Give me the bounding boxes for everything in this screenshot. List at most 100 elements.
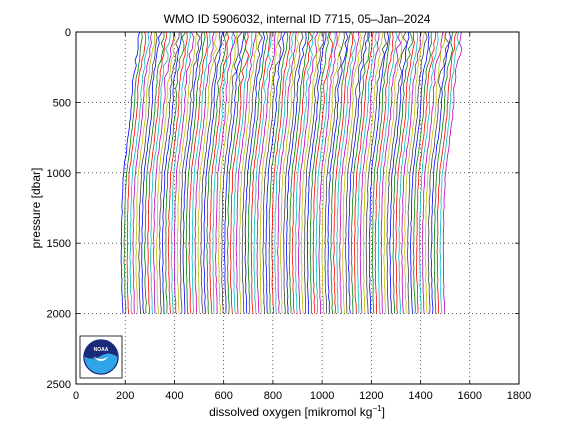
oxygen-profile (404, 31, 425, 314)
oxygen-profile (339, 31, 360, 314)
oxygen-profile (179, 31, 201, 314)
x-axis-label: dissolved oxygen [mikromol kg−1] (209, 404, 385, 419)
oxygen-profile (144, 31, 165, 314)
oxygen-profile (348, 31, 370, 314)
oxygen-profile (238, 31, 261, 314)
x-tick-label: 1800 (507, 390, 531, 402)
oxygen-profile (291, 31, 314, 314)
oxygen-profile (315, 31, 336, 314)
plot-area: 0 200 400 600 800 1000 1200 1400 1600 1800 0 500 10… (47, 27, 532, 402)
x-tick-label: 400 (165, 390, 183, 402)
oxygen-profile (427, 31, 450, 314)
oxygen-profile (153, 31, 175, 314)
oxygen-profile (377, 31, 398, 314)
oxygen-profile (380, 31, 402, 314)
oxygen-profile (274, 31, 295, 314)
oxygen-profile (371, 32, 391, 314)
oxygen-profile (253, 31, 272, 314)
oxygen-profile (295, 31, 315, 314)
oxygen-profile (303, 31, 325, 314)
x-tick-label: 1200 (359, 390, 383, 402)
oxygen-profile (268, 31, 289, 314)
oxygen-profile (330, 31, 351, 314)
oxygen-profile (271, 31, 291, 314)
x-tick-labels: 0 200 400 600 800 1000 1200 1400 1600 1800 (73, 390, 531, 402)
oxygen-profile (209, 31, 230, 314)
oxygen-profile (173, 31, 195, 314)
oxygen-profile (224, 31, 245, 314)
oxygen-profile (206, 31, 228, 314)
oxygen-profile (256, 31, 276, 314)
oxygen-profile (297, 31, 319, 314)
oxygen-profile (283, 31, 304, 314)
oxygen-profile (159, 31, 180, 314)
oxygen-profile (327, 31, 349, 314)
oxygen-profile (336, 31, 357, 314)
oxygen-profile (132, 31, 153, 314)
oxygen-profile (374, 31, 394, 314)
oxygen-profile (182, 31, 203, 314)
oxygen-profile (365, 31, 387, 314)
oxygen-profile (368, 31, 390, 314)
oxygen-profile (259, 31, 280, 314)
oxygen-profile (197, 31, 218, 314)
oxygen-profile (309, 31, 330, 314)
oxygen-profile (442, 31, 463, 314)
oxygen-profile (389, 31, 410, 314)
y-tick-labels: 0 500 1000 1500 2000 2500 (47, 27, 71, 391)
y-tick-label: 2500 (47, 379, 71, 391)
x-tick-label: 800 (264, 390, 282, 402)
oxygen-profile (318, 31, 338, 314)
oxygen-profile (354, 31, 374, 314)
oxygen-profile (129, 31, 150, 314)
x-tick-label: 1600 (458, 390, 482, 402)
oxygen-profile (286, 31, 307, 314)
y-axis-label: pressure [dbar] (29, 168, 43, 249)
oxygen-profile (407, 31, 428, 314)
oxygen-profile (356, 31, 377, 314)
oxygen-profile (235, 31, 257, 314)
profiles (120, 31, 463, 314)
logo-gull-icon (93, 356, 109, 361)
y-tick-label: 1500 (47, 238, 71, 250)
oxygen-profile (413, 31, 432, 314)
oxygen-profile (244, 31, 266, 314)
y-tick-label: 500 (53, 97, 71, 109)
x-axis-label-end: ] (382, 405, 385, 419)
oxygen-profile (167, 31, 188, 314)
oxygen-profile (120, 31, 141, 314)
oxygen-profile (150, 31, 171, 314)
oxygen-profile (170, 31, 191, 314)
oxygen-profile (226, 31, 247, 314)
oxygen-profile (401, 31, 422, 314)
oxygen-profile (418, 31, 439, 314)
logo-top-half (84, 340, 118, 359)
oxygen-profile (176, 31, 198, 314)
oxygen-profile (165, 31, 187, 314)
oxygen-profile (362, 31, 384, 314)
ticks (75, 31, 520, 385)
oxygen-profile (262, 31, 282, 314)
oxygen-profile (123, 31, 143, 314)
oxygen-profile (200, 31, 221, 314)
logo-text: NOAA (94, 347, 109, 353)
oxygen-profile (321, 31, 342, 314)
oxygen-profile (185, 31, 206, 314)
oxygen-profile (250, 31, 271, 314)
x-axis-label-superscript: −1 (372, 404, 382, 413)
oxygen-profile (300, 31, 321, 314)
oxygen-profile (241, 31, 263, 314)
logo-wave (84, 353, 118, 374)
oxygen-profile (345, 31, 367, 314)
oxygen-profile (203, 31, 224, 314)
oxygen-profile (138, 31, 158, 314)
oxygen-profile (212, 31, 234, 314)
noaa-logo: NOAA (79, 335, 123, 379)
oxygen-profile (421, 31, 443, 314)
x-axis-label-text: dissolved oxygen [mikromol kg (209, 405, 372, 419)
oxygen-profile (155, 31, 176, 314)
axes-box (75, 31, 520, 385)
oxygen-profile (277, 31, 297, 314)
oxygen-profile (392, 31, 413, 314)
